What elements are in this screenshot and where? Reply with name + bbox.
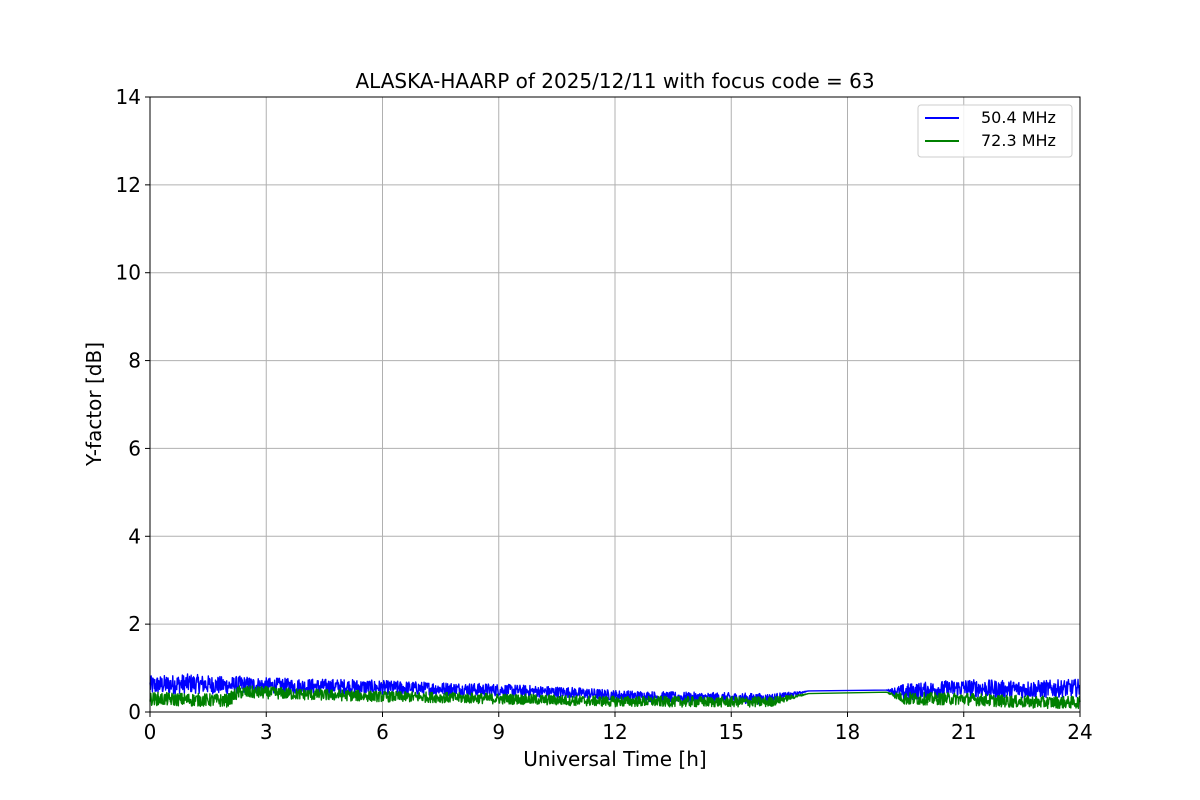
y-tick-label: 2 <box>128 612 141 636</box>
y-tick-label: 14 <box>116 85 141 109</box>
y-tick-label: 8 <box>128 349 141 373</box>
y-axis: 0 2 4 6 8 10 12 14 <box>116 85 150 724</box>
y-axis-label: Y-factor [dB] <box>82 342 106 467</box>
x-tick-label: 18 <box>835 720 860 744</box>
y-tick-label: 10 <box>116 261 141 285</box>
x-tick-label: 12 <box>602 720 627 744</box>
x-tick-label: 0 <box>144 720 157 744</box>
x-axis-label: Universal Time [h] <box>523 747 706 771</box>
legend: 50.4 MHz 72.3 MHz <box>917 104 1073 158</box>
y-tick-label: 4 <box>128 524 141 548</box>
x-tick-label: 15 <box>719 720 744 744</box>
x-tick-label: 3 <box>260 720 273 744</box>
y-tick-label: 0 <box>128 700 141 724</box>
y-tick-label: 12 <box>116 173 141 197</box>
x-tick-label: 6 <box>376 720 389 744</box>
x-tick-label: 9 <box>492 720 505 744</box>
legend-label-1: 72.3 MHz <box>981 131 1056 150</box>
x-tick-label: 24 <box>1067 720 1092 744</box>
series-layer <box>149 673 1081 710</box>
legend-label-0: 50.4 MHz <box>981 108 1056 127</box>
x-tick-label: 21 <box>951 720 976 744</box>
y-tick-label: 6 <box>128 436 141 460</box>
x-axis: 0 3 6 9 12 15 18 21 24 <box>144 712 1093 744</box>
series-line-1 <box>149 685 1081 710</box>
chart-title: ALASKA-HAARP of 2025/12/11 with focus co… <box>355 69 874 93</box>
